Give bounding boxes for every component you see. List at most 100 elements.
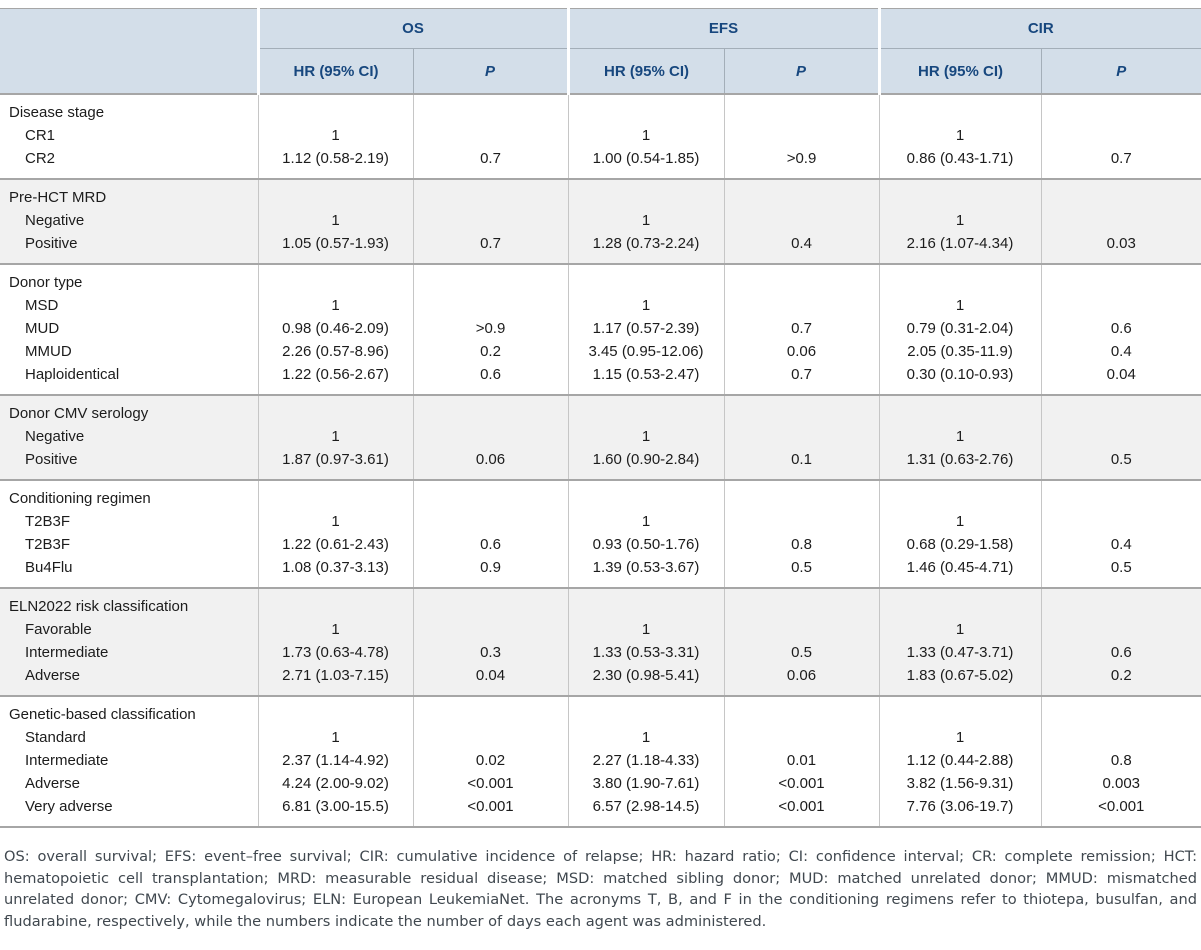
os-p-cell: 0.7 <box>412 147 568 179</box>
efs-p-cell <box>723 726 879 749</box>
os-p-cell: 0.9 <box>412 556 568 588</box>
os-p-cell: 0.3 <box>412 641 568 664</box>
group-header-row: ELN2022 risk classification <box>0 588 1201 618</box>
group-donor-type: Donor type MSD 1 1 1 MUD 0.98 (0.46-2.09… <box>0 264 1201 395</box>
group-label-cell: Donor type <box>0 264 258 294</box>
row-label-cell: CR2 <box>0 147 258 179</box>
efs-hr-subheader: HR (95% CI) <box>566 48 724 94</box>
group-label-cell: Donor CMV serology <box>0 395 258 425</box>
efs-p-cell: 0.7 <box>723 363 879 395</box>
os-hr-cell: 1.05 (0.57-1.93) <box>257 232 413 264</box>
cir-hr-cell: 1 <box>878 124 1041 147</box>
efs-p-cell <box>723 510 879 533</box>
efs-p-cell: 0.5 <box>723 641 879 664</box>
efs-hr-cell: 1.39 (0.53-3.67) <box>567 556 724 588</box>
efs-hr-cell: 1.28 (0.73-2.24) <box>567 232 724 264</box>
cir-hr-cell: 1 <box>878 294 1041 317</box>
data-row: Very adverse 6.81 (3.00-15.5) <0.001 6.5… <box>0 795 1201 827</box>
cir-p-cell: 0.5 <box>1040 556 1201 588</box>
cir-p-cell: 0.4 <box>1040 533 1201 556</box>
data-row: T2B3F 1.22 (0.61-2.43) 0.6 0.93 (0.50-1.… <box>0 533 1201 556</box>
row-label-cell: MMUD <box>0 340 258 363</box>
data-row: Favorable 1 1 1 <box>0 618 1201 641</box>
os-p-cell <box>412 209 568 232</box>
group-label-cell: Conditioning regimen <box>0 480 258 510</box>
os-p-cell: 0.02 <box>412 749 568 772</box>
efs-hr-cell: 1 <box>567 124 724 147</box>
cir-p-cell <box>1040 124 1201 147</box>
cir-hr-cell: 2.16 (1.07-4.34) <box>878 232 1041 264</box>
data-row: T2B3F 1 1 1 <box>0 510 1201 533</box>
efs-hr-cell: 1 <box>567 510 724 533</box>
os-p-cell: 0.6 <box>412 363 568 395</box>
os-p-cell: 0.6 <box>412 533 568 556</box>
data-row: Negative 1 1 1 <box>0 209 1201 232</box>
cir-p-cell: 0.6 <box>1040 317 1201 340</box>
row-label-cell: CR1 <box>0 124 258 147</box>
cir-p-cell <box>1040 618 1201 641</box>
group-eln2022-risk-classification: ELN2022 risk classification Favorable 1 … <box>0 588 1201 696</box>
os-hr-cell: 1 <box>257 209 413 232</box>
cir-column-group-header: CIR <box>877 8 1201 49</box>
os-hr-cell: 1 <box>257 425 413 448</box>
data-row: Intermediate 2.37 (1.14-4.92) 0.02 2.27 … <box>0 749 1201 772</box>
cir-hr-cell: 1.31 (0.63-2.76) <box>878 448 1041 480</box>
row-label-cell: Intermediate <box>0 641 258 664</box>
efs-column-group-header: EFS <box>566 8 879 49</box>
efs-hr-cell: 1.15 (0.53-2.47) <box>567 363 724 395</box>
os-hr-cell: 1 <box>257 726 413 749</box>
efs-p-cell: 0.01 <box>723 749 879 772</box>
group-header-row: Donor type <box>0 264 1201 294</box>
efs-hr-cell: 1.60 (0.90-2.84) <box>567 448 724 480</box>
cir-p-cell <box>1040 425 1201 448</box>
corner-header-cell <box>0 8 258 94</box>
os-hr-cell: 2.71 (1.03-7.15) <box>257 664 413 696</box>
row-label-cell: Negative <box>0 425 258 448</box>
efs-hr-cell: 2.30 (0.98-5.41) <box>567 664 724 696</box>
efs-p-cell <box>723 294 879 317</box>
cir-hr-cell: 2.05 (0.35-11.9) <box>878 340 1041 363</box>
cir-hr-cell: 0.86 (0.43-1.71) <box>878 147 1041 179</box>
os-p-cell <box>412 294 568 317</box>
row-label-cell: Bu4Flu <box>0 556 258 588</box>
multivariable-analysis-table: OS EFS CIR HR (95% CI) P HR (95% CI) P H… <box>0 8 1201 828</box>
os-hr-cell: 1 <box>257 294 413 317</box>
group-genetic-based-classification: Genetic-based classification Standard 1 … <box>0 696 1201 827</box>
data-row: Adverse 4.24 (2.00-9.02) <0.001 3.80 (1.… <box>0 772 1201 795</box>
cir-hr-cell: 1 <box>878 618 1041 641</box>
data-row: CR2 1.12 (0.58-2.19) 0.7 1.00 (0.54-1.85… <box>0 147 1201 179</box>
cir-p-cell: 0.8 <box>1040 749 1201 772</box>
os-p-cell: <0.001 <box>412 772 568 795</box>
efs-p-cell: <0.001 <box>723 772 879 795</box>
cir-hr-cell: 1.33 (0.47-3.71) <box>878 641 1041 664</box>
efs-p-cell: 0.7 <box>723 317 879 340</box>
group-conditioning-regimen: Conditioning regimen T2B3F 1 1 1 T2B3F 1… <box>0 480 1201 588</box>
group-header-row: Genetic-based classification <box>0 696 1201 726</box>
os-p-cell: >0.9 <box>412 317 568 340</box>
cir-p-cell: 0.03 <box>1040 232 1201 264</box>
efs-hr-cell: 3.45 (0.95-12.06) <box>567 340 724 363</box>
group-header-row: Donor CMV serology <box>0 395 1201 425</box>
cir-hr-cell: 1.12 (0.44-2.88) <box>878 749 1041 772</box>
group-label-cell: ELN2022 risk classification <box>0 588 258 618</box>
data-row: Haploidentical 1.22 (0.56-2.67) 0.6 1.15… <box>0 363 1201 395</box>
os-p-subheader: P <box>412 48 568 94</box>
os-hr-cell: 2.26 (0.57-8.96) <box>257 340 413 363</box>
efs-p-cell <box>723 618 879 641</box>
row-label-cell: Adverse <box>0 664 258 696</box>
os-p-cell <box>412 510 568 533</box>
efs-hr-cell: 0.93 (0.50-1.76) <box>567 533 724 556</box>
os-column-group-header: OS <box>256 8 568 49</box>
data-row: Standard 1 1 1 <box>0 726 1201 749</box>
cir-hr-cell: 7.76 (3.06-19.7) <box>878 795 1041 827</box>
data-row: Positive 1.87 (0.97-3.61) 0.06 1.60 (0.9… <box>0 448 1201 480</box>
row-label-cell: Very adverse <box>0 795 258 827</box>
data-row: MMUD 2.26 (0.57-8.96) 0.2 3.45 (0.95-12.… <box>0 340 1201 363</box>
os-hr-cell: 1.12 (0.58-2.19) <box>257 147 413 179</box>
os-hr-cell: 1.22 (0.61-2.43) <box>257 533 413 556</box>
row-label-cell: MSD <box>0 294 258 317</box>
efs-hr-cell: 3.80 (1.90-7.61) <box>567 772 724 795</box>
row-label-cell: T2B3F <box>0 533 258 556</box>
data-row: Positive 1.05 (0.57-1.93) 0.7 1.28 (0.73… <box>0 232 1201 264</box>
group-label-cell: Genetic-based classification <box>0 696 258 726</box>
